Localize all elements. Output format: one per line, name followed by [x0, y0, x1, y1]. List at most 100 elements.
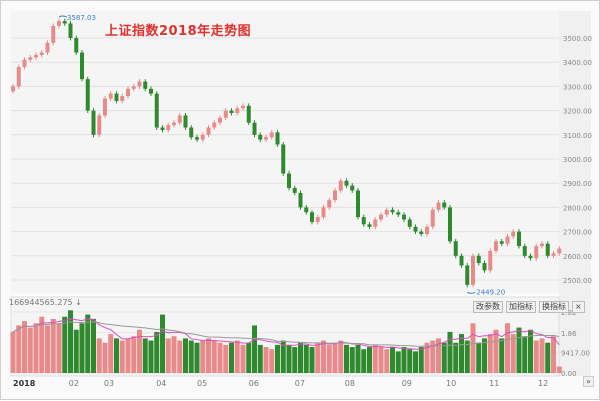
candle-body: [505, 236, 510, 244]
x-tick-label: 12: [538, 379, 548, 388]
volume-bar: [171, 336, 177, 373]
volume-tick-label: 9417.00: [561, 350, 590, 358]
volume-bar: [240, 344, 246, 373]
candle-body: [68, 23, 73, 38]
volume-bar: [551, 336, 556, 373]
candle-body: [407, 219, 412, 227]
volume-bar: [326, 344, 332, 373]
volume-ma20-line: [12, 321, 560, 347]
volume-bar: [510, 334, 516, 373]
candle-body: [258, 134, 263, 140]
volume-header: 166944565.275 ↓: [9, 298, 82, 307]
volume-bar: [85, 314, 91, 373]
candle-body: [166, 125, 171, 130]
volume-bar: [188, 340, 194, 373]
volume-bar: [407, 349, 413, 373]
candle-body: [344, 180, 349, 186]
candle-body: [143, 81, 148, 89]
candle-body: [442, 202, 447, 208]
edit-params-button[interactable]: 改参数: [473, 301, 503, 313]
candle-body: [103, 98, 107, 116]
x-tick-label: 11: [489, 379, 499, 388]
candle-body: [172, 122, 176, 126]
volume-bar: [332, 342, 338, 373]
candle-body: [338, 180, 343, 191]
low-marker: [466, 291, 476, 294]
candle-body: [45, 42, 50, 53]
volume-bar: [137, 329, 142, 373]
candle-body: [108, 93, 113, 99]
x-tick-label: 02: [69, 379, 79, 388]
volume-bar: [263, 347, 269, 373]
expand-button[interactable]: »: [583, 376, 594, 387]
candle-body: [275, 132, 280, 145]
x-tick-label: 05: [197, 379, 207, 388]
candle-body: [137, 81, 142, 87]
price-tick-label: 3100.00: [563, 132, 592, 140]
volume-bar: [436, 338, 441, 373]
volume-bar: [499, 338, 505, 373]
candle-body: [453, 241, 458, 256]
candle-body: [97, 115, 102, 135]
candle-body: [149, 88, 153, 94]
volume-bar: [160, 314, 165, 373]
volume-bar: [10, 331, 16, 373]
x-tick-label: 06: [249, 379, 259, 388]
volume-bar: [257, 344, 263, 373]
volume-bar: [355, 344, 361, 373]
volume-bar: [309, 347, 315, 373]
candle-body: [264, 137, 268, 140]
candle-body: [154, 93, 159, 128]
candle-body: [235, 108, 240, 114]
volume-bar: [246, 342, 252, 373]
candle-body: [459, 255, 464, 266]
candle-body: [321, 207, 326, 218]
candle-body: [390, 209, 395, 213]
candle-body: [229, 110, 234, 114]
volume-bar: [165, 338, 171, 373]
price-tick-label: 3200.00: [563, 108, 592, 116]
candle-body: [120, 96, 125, 101]
candle-body: [292, 188, 297, 193]
add-indicator-button[interactable]: 加指标: [506, 301, 536, 313]
volume-bar: [206, 338, 211, 373]
x-tick-label: 07: [295, 379, 305, 388]
candle-body: [488, 250, 493, 271]
candle-body: [310, 212, 314, 222]
price-tick-label: 2500.00: [563, 277, 592, 285]
candle-body: [425, 226, 429, 235]
candle-body: [522, 246, 527, 256]
x-tick-label: 04: [156, 379, 166, 388]
candle-body: [11, 86, 15, 92]
volume-bar: [321, 340, 326, 373]
volume-bar: [22, 321, 27, 373]
candle-body: [373, 219, 378, 227]
volume-bar: [96, 338, 102, 373]
volume-bar: [102, 342, 108, 373]
volume-bar: [234, 340, 240, 373]
volume-bar: [447, 331, 453, 373]
volume-bar: [459, 334, 464, 373]
volume-bar: [269, 349, 275, 373]
candle-body: [223, 110, 228, 118]
volume-bar: [16, 325, 22, 373]
high-annotation: 3587.03: [67, 14, 96, 22]
x-tick-label: 03: [104, 379, 114, 388]
volume-bar: [183, 338, 188, 373]
volume-bar: [303, 344, 309, 373]
volume-bar: [418, 347, 424, 373]
candle-body: [436, 202, 441, 210]
close-icon[interactable]: ×: [572, 301, 585, 313]
candle-body: [114, 93, 119, 101]
candle-body: [402, 214, 406, 220]
volume-bar: [476, 342, 482, 373]
volume-bar: [50, 318, 56, 373]
candle-body: [246, 105, 251, 123]
volume-bar: [177, 340, 183, 373]
candle-body: [57, 21, 61, 26]
volume-bar: [252, 325, 257, 373]
change-indicator-button[interactable]: 换指标: [539, 301, 569, 313]
volume-bar: [114, 338, 119, 373]
